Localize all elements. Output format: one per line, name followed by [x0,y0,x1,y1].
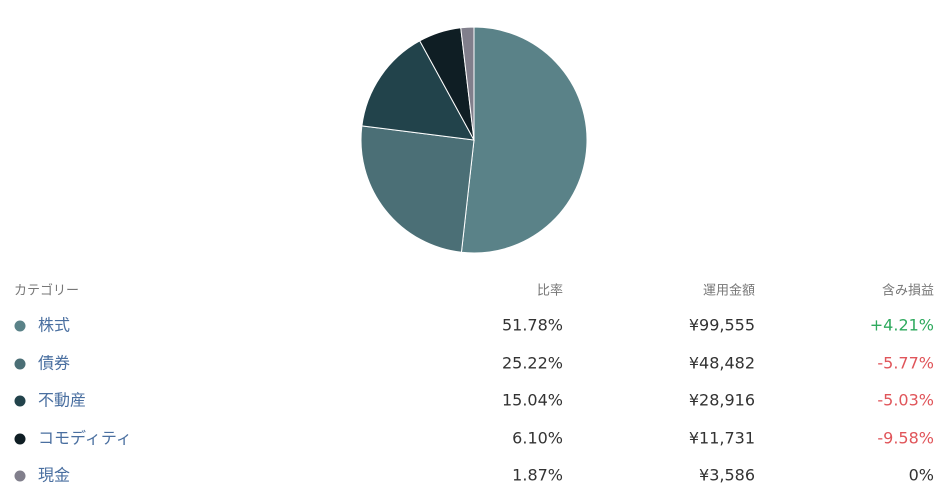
pie-slice [361,40,475,141]
amount: ¥28,916 [689,391,755,410]
category-name: コモディティ [38,429,132,448]
column-header[interactable]: カテゴリー [14,283,79,299]
ratio: 51.78% [502,316,563,335]
category-name: 債券 [38,354,70,373]
pie-slice [460,26,475,141]
unrealized-pnl: 0% [909,466,934,485]
amount: ¥11,731 [689,429,755,448]
column-header[interactable]: 比率 [537,283,563,299]
ratio: 6.10% [512,429,563,448]
ratio: 25.22% [502,354,563,373]
column-header[interactable]: 含み損益 [882,283,934,299]
unrealized-pnl: +4.21% [870,316,934,335]
unrealized-pnl: -5.03% [877,391,934,410]
amount: ¥3,586 [699,466,755,485]
category-name: 不動産 [38,391,86,410]
legend-dot [14,395,26,407]
unrealized-pnl: -9.58% [877,429,934,448]
legend-dot [14,433,26,445]
category-name: 株式 [38,316,70,335]
pie-slice [360,125,475,253]
ratio: 1.87% [512,466,563,485]
amount: ¥99,555 [689,316,755,335]
category-name: 現金 [38,466,70,485]
legend-dot [14,470,26,482]
unrealized-pnl: -5.77% [877,354,934,373]
ratio: 15.04% [502,391,563,410]
pie-slice [460,26,588,254]
column-header[interactable]: 運用金額 [703,283,755,299]
legend-dot [14,320,26,332]
legend-dot [14,358,26,370]
amount: ¥48,482 [689,354,755,373]
